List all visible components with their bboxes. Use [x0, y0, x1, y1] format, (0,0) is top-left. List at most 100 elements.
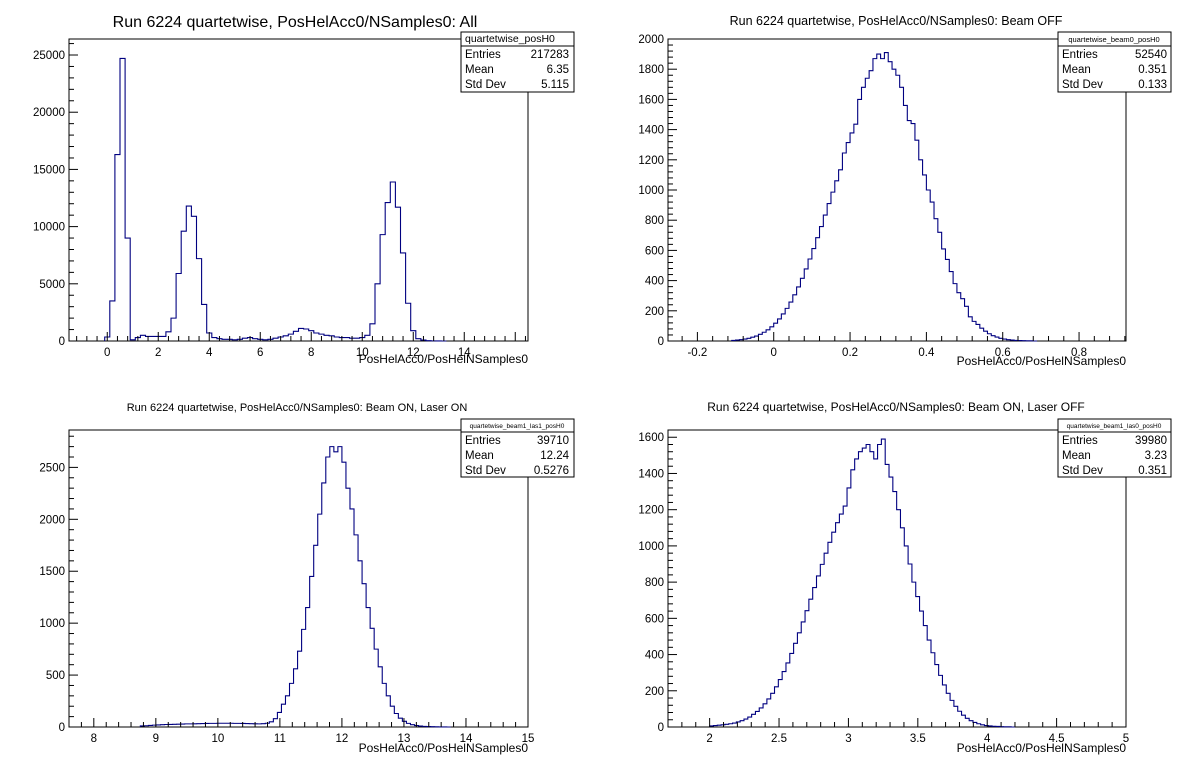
- panel-beam-on-laser-on: Run 6224 quartetwise, PosHelAcc0/NSample…: [39, 402, 575, 755]
- y-tick-label: 400: [645, 650, 664, 662]
- y-tick-label: 1800: [638, 64, 664, 76]
- stats-box: quartetwise_beam1_las1_posH0 Entries 397…: [460, 418, 575, 478]
- stats-value: 39710: [537, 435, 569, 447]
- y-tick-label: 15000: [33, 164, 65, 176]
- stats-box-name: quartetwise_beam1_las1_posH0: [470, 423, 565, 430]
- x-tick-label: 12: [336, 733, 349, 745]
- y-tick-label: 200: [645, 686, 664, 698]
- y-tick-label: 10000: [33, 222, 65, 234]
- chart-title: Run 6224 quartetwise, PosHelAcc0/NSample…: [707, 400, 1085, 414]
- x-tick-label: 0.2: [842, 347, 858, 359]
- stats-box-name: quartetwise_posH0: [465, 33, 555, 45]
- histogram-series: [104, 57, 447, 342]
- y-tick-label: 0: [658, 336, 664, 348]
- y-tick-label: 2000: [638, 34, 664, 46]
- x-tick-label: 0: [771, 347, 777, 359]
- y-tick-label: 1600: [638, 432, 664, 444]
- y-tick-label: 0: [658, 722, 664, 734]
- histogram-series: [139, 446, 451, 728]
- stats-value: 217283: [531, 49, 569, 61]
- x-axis-label: PosHelAcc0/PosHelNSamples0: [957, 354, 1127, 368]
- y-tick-label: 25000: [33, 50, 65, 62]
- stats-value: 39980: [1135, 435, 1167, 447]
- stats-box-frame: [1057, 418, 1172, 478]
- x-tick-label: 8: [91, 733, 97, 745]
- y-tick-label: 1500: [39, 566, 65, 578]
- y-tick-label: 1000: [638, 185, 664, 197]
- stats-box-frame: [460, 418, 575, 478]
- axes: 0 2 4 6 8 10 12 14 0 5000 10000 15000 20000 25000: [33, 43, 526, 359]
- stats-value: 52540: [1135, 49, 1167, 61]
- axes: -0.2 0 0.2 0.4 0.6 0.8 0 200 400 600 800 1000 1200 14…: [638, 34, 1126, 359]
- x-tick-label: 0: [104, 347, 110, 359]
- stats-value: 0.351: [1138, 465, 1167, 477]
- stats-label: Mean: [465, 450, 494, 462]
- chart-title: Run 6224 quartetwise, PosHelAcc0/NSample…: [127, 402, 468, 414]
- x-tick-label: 10: [211, 733, 224, 745]
- x-tick-label: 8: [308, 347, 314, 359]
- y-tick-label: 800: [645, 577, 664, 589]
- stats-value: 6.35: [547, 64, 569, 76]
- x-tick-label: 4: [984, 733, 991, 745]
- x-tick-label: 15: [522, 733, 535, 745]
- stats-label: Entries: [465, 49, 501, 61]
- y-tick-label: 5000: [39, 279, 65, 291]
- x-tick-label: 0.6: [995, 347, 1011, 359]
- stats-label: Std Dev: [465, 465, 506, 477]
- y-tick-label: 200: [645, 306, 664, 318]
- stats-box-frame: [1057, 31, 1172, 93]
- stats-label: Mean: [1062, 450, 1091, 462]
- x-tick-label: 13: [398, 733, 411, 745]
- y-tick-label: 600: [645, 245, 664, 257]
- stats-label: Std Dev: [465, 79, 506, 91]
- panel-beam-on-laser-off: Run 6224 quartetwise, PosHelAcc0/NSample…: [638, 400, 1172, 755]
- histogram-outline: [731, 52, 1038, 342]
- x-axis-label: PosHelAcc0/PosHelNSamples0: [359, 741, 529, 755]
- stats-value: 5.115: [541, 79, 569, 91]
- histogram-outline: [709, 438, 1015, 728]
- stats-value: 0.133: [1138, 79, 1167, 91]
- x-tick-label: 6: [257, 347, 263, 359]
- stats-label: Std Dev: [1062, 465, 1103, 477]
- y-tick-label: 1000: [39, 618, 65, 630]
- y-tick-label: 500: [46, 670, 65, 682]
- x-tick-label: 4.5: [1049, 733, 1065, 745]
- stats-box: quartetwise_beam0_posH0 Entries 52540 Me…: [1057, 31, 1172, 93]
- x-tick-label: 9: [153, 733, 159, 745]
- x-tick-label: 12: [407, 347, 420, 359]
- x-axis-label: PosHelAcc0/PosHelNSamples0: [957, 741, 1127, 755]
- y-tick-label: 1000: [638, 541, 664, 553]
- x-tick-label: 2: [706, 733, 712, 745]
- x-tick-label: -0.2: [687, 347, 707, 359]
- plot-frame: [667, 429, 1127, 728]
- y-tick-label: 400: [645, 276, 664, 288]
- stats-box-frame: [460, 31, 575, 93]
- histogram-series: [709, 438, 1015, 728]
- x-tick-label: 0.8: [1071, 347, 1087, 359]
- x-tick-label: 2.5: [771, 733, 787, 745]
- y-tick-label: 1200: [638, 505, 664, 517]
- stats-label: Entries: [1062, 49, 1098, 61]
- y-tick-label: 20000: [33, 107, 65, 119]
- stats-box: quartetwise_beam1_las0_posH0 Entries 399…: [1057, 418, 1172, 478]
- stats-label: Mean: [465, 64, 494, 76]
- x-tick-label: 0.4: [918, 347, 935, 359]
- y-tick-label: 2000: [39, 514, 65, 526]
- stats-value: 0.5276: [534, 465, 569, 477]
- x-tick-label: 2: [155, 347, 161, 359]
- y-tick-label: 0: [59, 722, 65, 734]
- x-tick-label: 14: [458, 347, 471, 359]
- axes: 8 9 10 11 12 13 14 15 0 500 1000 1500 2000 2500: [39, 435, 535, 745]
- stats-box-name: quartetwise_beam1_las0_posH0: [1067, 423, 1162, 430]
- plot-frame: [667, 38, 1127, 342]
- x-tick-label: 11: [274, 733, 286, 745]
- panel-beam-off: Run 6224 quartetwise, PosHelAcc0/NSample…: [638, 14, 1172, 368]
- stats-value: 12.24: [540, 450, 569, 462]
- y-tick-label: 1400: [638, 468, 664, 480]
- stats-value: 3.23: [1145, 450, 1167, 462]
- x-tick-label: 3: [845, 733, 851, 745]
- y-tick-label: 1400: [638, 125, 664, 137]
- stats-box-name: quartetwise_beam0_posH0: [1068, 35, 1159, 44]
